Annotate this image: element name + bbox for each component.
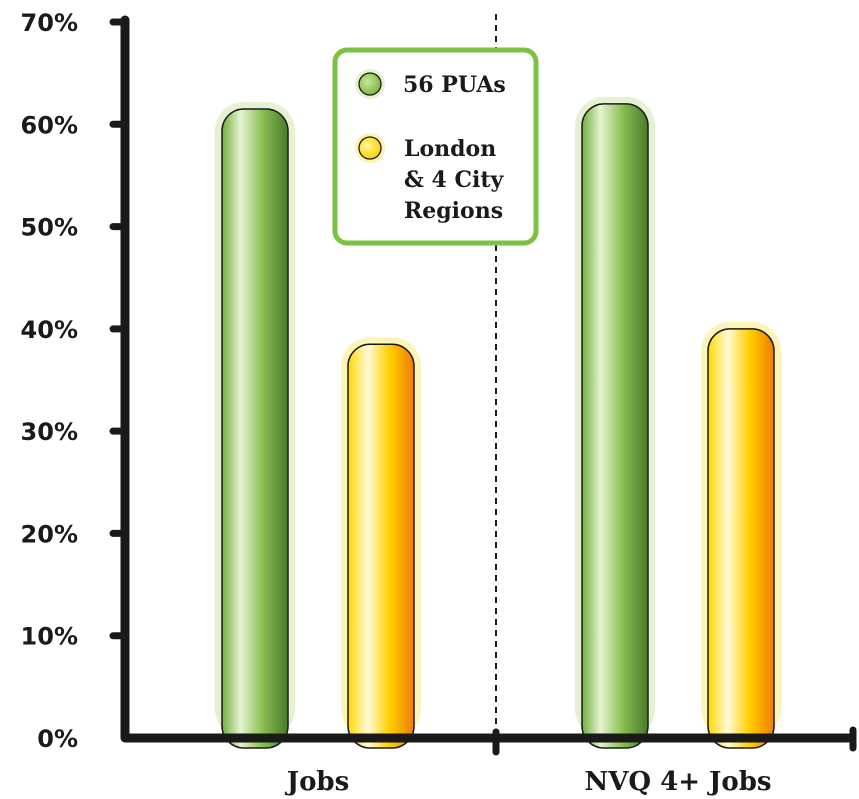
legend-swatch-56-puas — [358, 72, 382, 96]
bar-london-city-regions-nvq4-jobs — [707, 328, 775, 749]
legend-swatch-london-city-regions — [358, 136, 382, 160]
y-tick-label: 30% — [21, 418, 78, 446]
y-tick-label: 60% — [21, 111, 78, 139]
bars — [215, 96, 781, 749]
x-category-label: Jobs — [285, 767, 349, 797]
y-axis-ticks: 0% 10% 20% 30% 40% 50% 60% 70% — [21, 9, 129, 753]
bar-london-city-regions-jobs — [347, 343, 415, 749]
legend-label-london-city-regions: London & 4 City Regions — [404, 136, 505, 224]
legend-label-56-puas: 56 PUAs — [403, 72, 506, 98]
bar-56-puas-nvq4-jobs — [581, 103, 649, 749]
legend: 56 PUAs London & 4 City Regions — [332, 47, 539, 246]
y-tick-label: 10% — [21, 623, 78, 651]
y-tick-label: 50% — [21, 214, 78, 242]
x-axis-labels: Jobs NVQ 4+ Jobs — [285, 767, 772, 797]
legend-box — [332, 47, 539, 246]
y-tick-label: 70% — [21, 9, 78, 37]
y-tick-label: 0% — [37, 725, 78, 753]
y-tick-label: 40% — [21, 316, 78, 344]
bar-56-puas-jobs — [221, 108, 289, 749]
y-tick-label: 20% — [21, 520, 78, 548]
x-category-label: NVQ 4+ Jobs — [584, 767, 771, 797]
axes — [120, 15, 857, 756]
